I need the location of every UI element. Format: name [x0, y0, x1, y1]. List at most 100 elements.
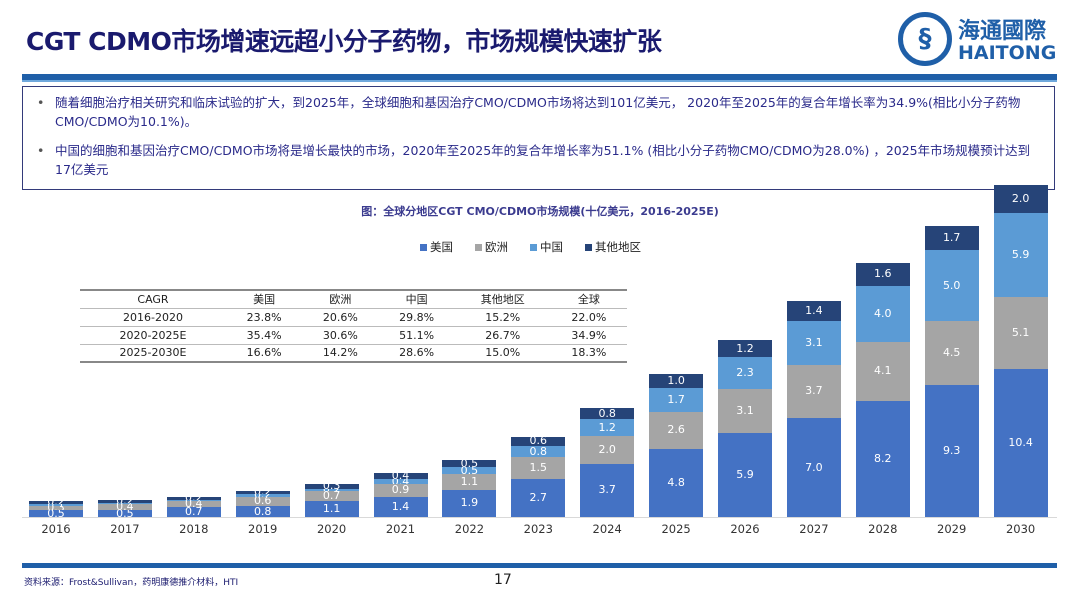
bar-segment: 0.2 — [304, 488, 359, 492]
bar-segment: 0.8 — [580, 407, 635, 420]
bar-segment: 5.1 — [993, 296, 1048, 370]
table-cell: 23.8% — [225, 308, 303, 327]
bar-segment: 1.9 — [442, 490, 497, 517]
bar-segment: 1.1 — [304, 501, 359, 517]
table-header: 全球 — [550, 289, 627, 309]
bar-segment: 1.2 — [718, 339, 772, 357]
source-note: 资料来源：Frost&Sullivan，药明康德推介材料，HTI — [24, 578, 239, 588]
legend-swatch — [530, 244, 537, 251]
table-header: 其他地区 — [454, 289, 551, 309]
table-header: 欧洲 — [302, 289, 379, 309]
bar-segment: 4.8 — [649, 448, 704, 517]
bar-segment: 0.8 — [235, 505, 290, 517]
table-cell: 30.6% — [302, 326, 379, 345]
x-tick-label: 2020 — [316, 522, 347, 536]
bar-segment: 4.1 — [855, 342, 910, 401]
legend-swatch — [475, 244, 482, 251]
bar-segment: 2.7 — [511, 478, 566, 517]
bar-segment: 0.5 — [29, 509, 83, 517]
bar-segment: 0.2 — [235, 494, 290, 498]
bar-segment: 1.7 — [924, 225, 979, 251]
bar-segment: 0.4 — [97, 504, 152, 510]
summary-box: 随着细胞治疗相关研究和临床试验的扩大，到2025年，全球细胞和基因治疗CMO/C… — [22, 86, 1055, 190]
chart-legend: 美国 欧洲 中国 其他地区 — [420, 239, 641, 255]
bar-segment: 0.5 — [442, 467, 497, 475]
bar-segment: 0.2 — [166, 497, 221, 500]
table-cell: 34.9% — [550, 326, 627, 345]
bullet-point: 随着细胞治疗相关研究和临床试验的扩大，到2025年，全球细胞和基因治疗CMO/C… — [33, 93, 1044, 131]
bar-segment: 0.8 — [511, 446, 566, 458]
cagr-table: CAGR 美国 欧洲 中国 其他地区 全球 2016-2020 23.8% 20.6% 29.8%… — [80, 289, 627, 363]
bar-segment: 0.1 — [97, 502, 152, 505]
bar-segment: 0.2 — [97, 499, 152, 503]
bar-segment: 0.1 — [29, 504, 83, 506]
bar-segment: 9.3 — [924, 384, 979, 517]
x-tick-label: 2030 — [1005, 522, 1036, 536]
x-axis-line — [22, 517, 1057, 518]
legend-item: 其他地区 — [585, 239, 641, 255]
logo-text-cn: 海通國際 — [958, 19, 1047, 44]
bar-segment: 0.3 — [29, 505, 83, 510]
bar-segment: 3.7 — [580, 464, 635, 517]
footer-divider — [22, 563, 1057, 568]
bar-segment: 0.2 — [235, 491, 290, 495]
bar-segment: 0.3 — [304, 484, 359, 489]
legend-label: 欧洲 — [485, 240, 508, 254]
bar-segment: 0.2 — [29, 501, 83, 505]
bar-segment: 0.6 — [511, 437, 566, 446]
bar-segment: 2.6 — [649, 411, 704, 449]
slide-title: CGT CDMO市场增速远超小分子药物，市场规模快速扩张 — [26, 27, 662, 56]
table-header: 美国 — [225, 289, 303, 309]
bar-segment: 4.5 — [924, 321, 979, 385]
table-cell: 18.3% — [550, 344, 627, 363]
header-divider — [22, 74, 1057, 82]
bar-segment: 4.0 — [855, 285, 910, 343]
bar-segment: 0.4 — [166, 501, 221, 508]
legend-label: 其他地区 — [595, 240, 641, 254]
legend-label: 中国 — [540, 240, 563, 254]
table-cell: 15.2% — [454, 308, 551, 327]
x-tick-label: 2021 — [385, 522, 416, 536]
table-cell: 2016-2020 — [80, 308, 226, 327]
bar-segment: 7.0 — [786, 417, 841, 517]
table-cell: 26.7% — [454, 326, 551, 345]
bar-segment: 10.4 — [993, 369, 1048, 517]
chart-title: 图：全球分地区CGT CMO/CDMO市场规模(十亿美元，2016-2025E) — [361, 205, 719, 218]
legend-item: 美国 — [420, 239, 453, 255]
bar-segment: 0.7 — [166, 507, 221, 517]
bar-segment: 0.5 — [97, 509, 152, 517]
table-row: 2020-2025E 35.4% 30.6% 51.1% 26.7% 34.9% — [80, 326, 627, 345]
bar-segment: 2.3 — [718, 356, 772, 390]
x-tick-label: 2023 — [523, 522, 553, 536]
table-row: 2016-2020 23.8% 20.6% 29.8% 15.2% 22.0% — [80, 308, 627, 327]
bar-segment: 1.5 — [511, 457, 566, 479]
bar-segment: 1.4 — [373, 497, 428, 517]
table-cell: 20.6% — [302, 308, 379, 327]
x-tick-label: 2026 — [730, 522, 760, 536]
bar-segment: 0.5 — [442, 460, 497, 468]
bar-segment: 5.9 — [718, 433, 772, 517]
bar-segment: 0.9 — [373, 484, 428, 498]
table-header: 中国 — [378, 289, 455, 309]
haitong-logo: § 海通國際 HAITONG — [898, 10, 1058, 68]
bar-segment: 5.9 — [993, 213, 1048, 297]
legend-label: 美国 — [430, 240, 453, 254]
x-tick-label: 2024 — [592, 522, 622, 536]
bar-segment: 1.1 — [442, 474, 497, 490]
x-tick-label: 2019 — [248, 522, 278, 536]
table-cell: 22.0% — [550, 308, 627, 327]
bar-segment: 2.0 — [993, 184, 1048, 214]
stacked-bar-chart: 0.50.30.10.220160.50.40.10.220170.70.40.… — [29, 184, 1048, 536]
bar-segment: 0.6 — [235, 497, 290, 506]
table-header: CAGR — [80, 289, 226, 309]
table-cell: 2025-2030E — [80, 344, 226, 363]
x-tick-label: 2018 — [179, 522, 209, 536]
bar-segment: 1.0 — [649, 373, 704, 388]
bar-segment: 1.4 — [786, 301, 841, 322]
x-tick-label: 2017 — [110, 522, 140, 536]
bar-segment: 0.1 — [166, 499, 221, 502]
bar-segment: 5.0 — [924, 250, 979, 322]
bar-segment: 1.6 — [855, 262, 910, 286]
legend-swatch — [585, 244, 592, 251]
bar-segment: 1.2 — [580, 419, 635, 437]
